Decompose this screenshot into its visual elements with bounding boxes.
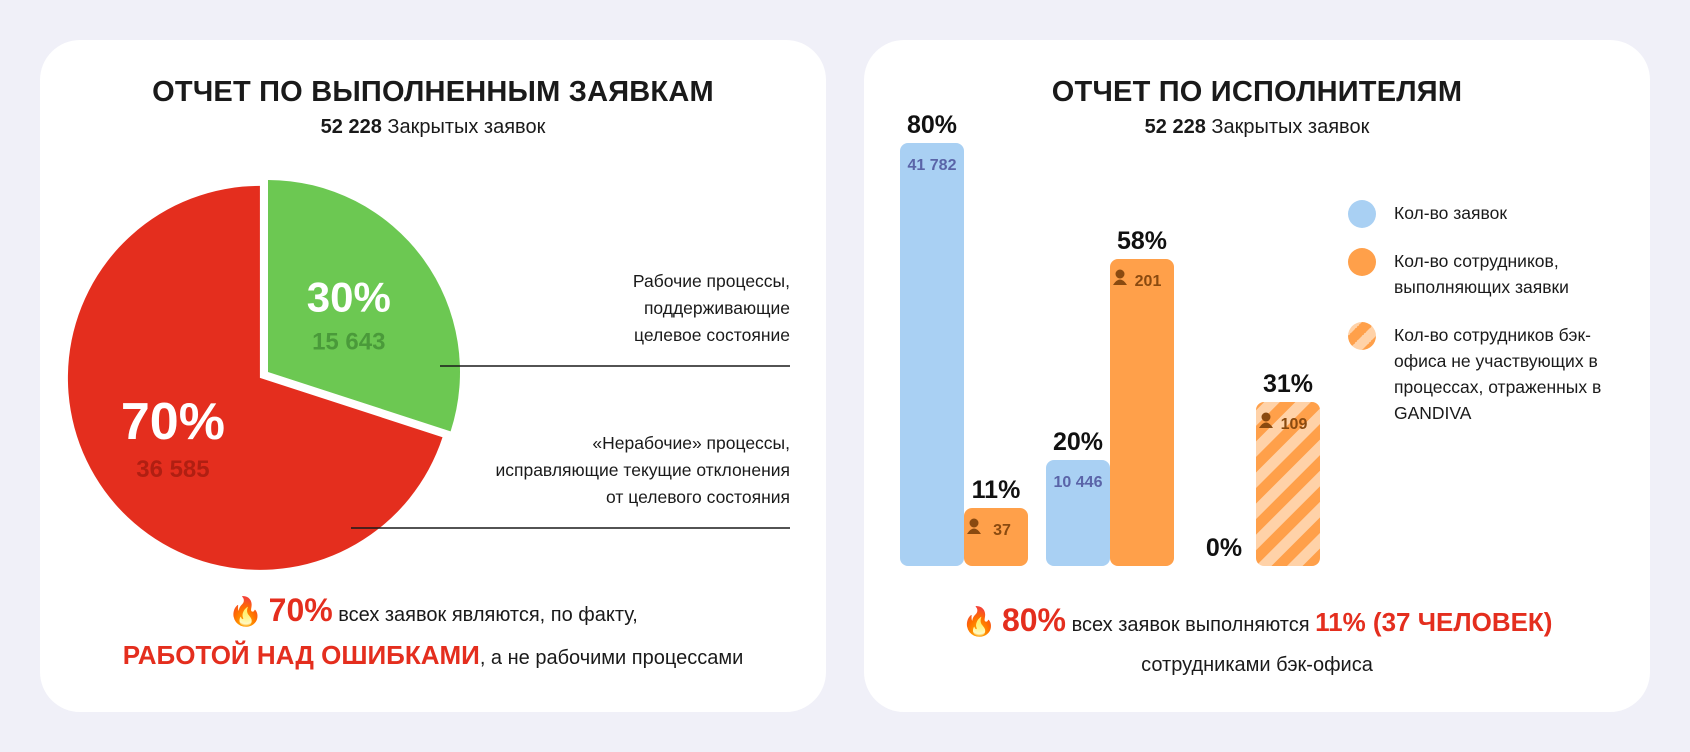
- legend-label: Кол-во заявок: [1394, 203, 1507, 223]
- annotation-working-line: целевое состояние: [634, 325, 790, 345]
- fire-icon: 🔥: [228, 596, 264, 627]
- annotation-working-line: Рабочие процессы,: [632, 271, 790, 291]
- report-executors-card: ОТЧЕТ ПО ИСПОЛНИТЕЛЯМ 52 228 Закрытых за…: [864, 40, 1650, 712]
- legend-swatch-orange: [1348, 248, 1376, 276]
- bar-value-label: 41 782: [908, 157, 957, 174]
- pie-value-label: 36 585: [136, 456, 209, 483]
- left-footer-highlight: РАБОТОЙ НАД ОШИБКАМИ: [122, 640, 480, 670]
- left-title: ОТЧЕТ ПО ВЫПОЛНЕННЫМ ЗАЯВКАМ: [152, 76, 714, 108]
- left-footer-line2: РАБОТОЙ НАД ОШИБКАМИ, а не рабочими проц…: [40, 635, 826, 678]
- annotation-nonworking-line: исправляющие текущие отклонения: [495, 460, 790, 480]
- bar-value-label: 109: [1281, 416, 1308, 433]
- right-footer-line1: 🔥 80% всех заявок выполняются 11% (37 ЧЕ…: [864, 600, 1650, 645]
- pie-pct-label: 30%: [307, 273, 391, 320]
- left-footer-text1: всех заявок являются, по факту,: [338, 604, 638, 626]
- legend-swatch-striped: [1348, 322, 1376, 350]
- right-title: ОТЧЕТ ПО ИСПОЛНИТЕЛЯМ: [1051, 76, 1463, 108]
- person-icon: [1113, 279, 1127, 285]
- left-footer-text2: , а не рабочими процессами: [479, 647, 744, 669]
- bar-pct-label: 0%: [1206, 534, 1242, 562]
- right-subtitle: 52 228 Закрытых заявок: [864, 116, 1650, 139]
- bar-rect: [1110, 259, 1174, 566]
- legend-label: Кол-во сотрудников бэк-офиса не участвую…: [1394, 325, 1602, 423]
- bar-rect: [964, 508, 1028, 566]
- bar-pct-label: 11%: [972, 476, 1021, 504]
- annotation-nonworking-line: от целевого состояния: [606, 487, 790, 507]
- person-icon: [1259, 422, 1273, 428]
- legend-item-requests: Кол-во заявок: [1348, 200, 1628, 228]
- annotation-nonworking: «Нерабочие» процессы, исправляющие текущ…: [430, 430, 790, 511]
- person-icon: [1115, 269, 1125, 279]
- legend-item-employees: Кол-во сотрудников, выполняющих заявки: [1348, 248, 1628, 300]
- right-footer-line2: сотрудниками бэк-офиса: [1141, 654, 1373, 676]
- person-icon: [1261, 412, 1271, 422]
- bar-rect: [1256, 402, 1320, 566]
- annotation-working-line: поддерживающие: [643, 298, 790, 318]
- person-icon: [967, 528, 981, 534]
- pie-pct-label: 70%: [121, 393, 225, 451]
- legend-item-backoffice: Кол-во сотрудников бэк-офиса не участвую…: [1348, 322, 1628, 426]
- bar-chart: 80% 41 782 11% 37 20% 10 446 58% 201 0% 31% 109: [900, 111, 1320, 566]
- pie-chart: 30% 15 643 70% 36 585: [67, 180, 790, 570]
- bar-pct-label: 31%: [1263, 370, 1313, 398]
- bar-pct-label: 20%: [1053, 428, 1103, 456]
- bar-pct-label: 58%: [1117, 227, 1167, 255]
- right-footer-text1: всех заявок выполняются: [1071, 614, 1310, 636]
- bar-value-label: 37: [993, 522, 1011, 539]
- pie-value-label: 15 643: [312, 328, 385, 355]
- right-subtitle-count: 52 228: [1144, 116, 1206, 138]
- legend-swatch-blue: [1348, 200, 1376, 228]
- bar-value-label: 10 446: [1054, 474, 1103, 491]
- left-subtitle: 52 228 Закрытых заявок: [40, 116, 826, 139]
- legend-label: Кол-во сотрудников, выполняющих заявки: [1394, 251, 1569, 297]
- pie-slice: [67, 185, 443, 570]
- annotation-working: Рабочие процессы, поддерживающие целевое…: [460, 268, 790, 349]
- right-footer: 🔥 80% всех заявок выполняются 11% (37 ЧЕ…: [864, 600, 1650, 685]
- left-subtitle-count: 52 228: [320, 116, 382, 138]
- bar-value-label: 201: [1135, 273, 1162, 290]
- right-footer-pct: 80%: [1001, 602, 1066, 638]
- pie-slice: [268, 180, 460, 432]
- bar-rect: [900, 143, 964, 566]
- right-footer-highlight: 11% (37 ЧЕЛОВЕК): [1315, 607, 1553, 637]
- right-subtitle-text: Закрытых заявок: [1211, 116, 1370, 138]
- fire-icon: 🔥: [961, 606, 997, 637]
- left-footer-line1: 🔥 70% всех заявок являются, по факту,: [40, 590, 826, 635]
- bar-rect: [1046, 460, 1110, 566]
- bar-pct-label: 80%: [907, 111, 957, 139]
- left-subtitle-text: Закрытых заявок: [387, 116, 546, 138]
- report-completed-card: ОТЧЕТ ПО ВЫПОЛНЕННЫМ ЗАЯВКАМ 52 228 Закр…: [40, 40, 826, 712]
- annotation-nonworking-line: «Нерабочие» процессы,: [592, 433, 790, 453]
- left-footer: 🔥 70% всех заявок являются, по факту, РА…: [40, 590, 826, 678]
- left-footer-pct: 70%: [268, 592, 333, 628]
- person-icon: [969, 518, 979, 528]
